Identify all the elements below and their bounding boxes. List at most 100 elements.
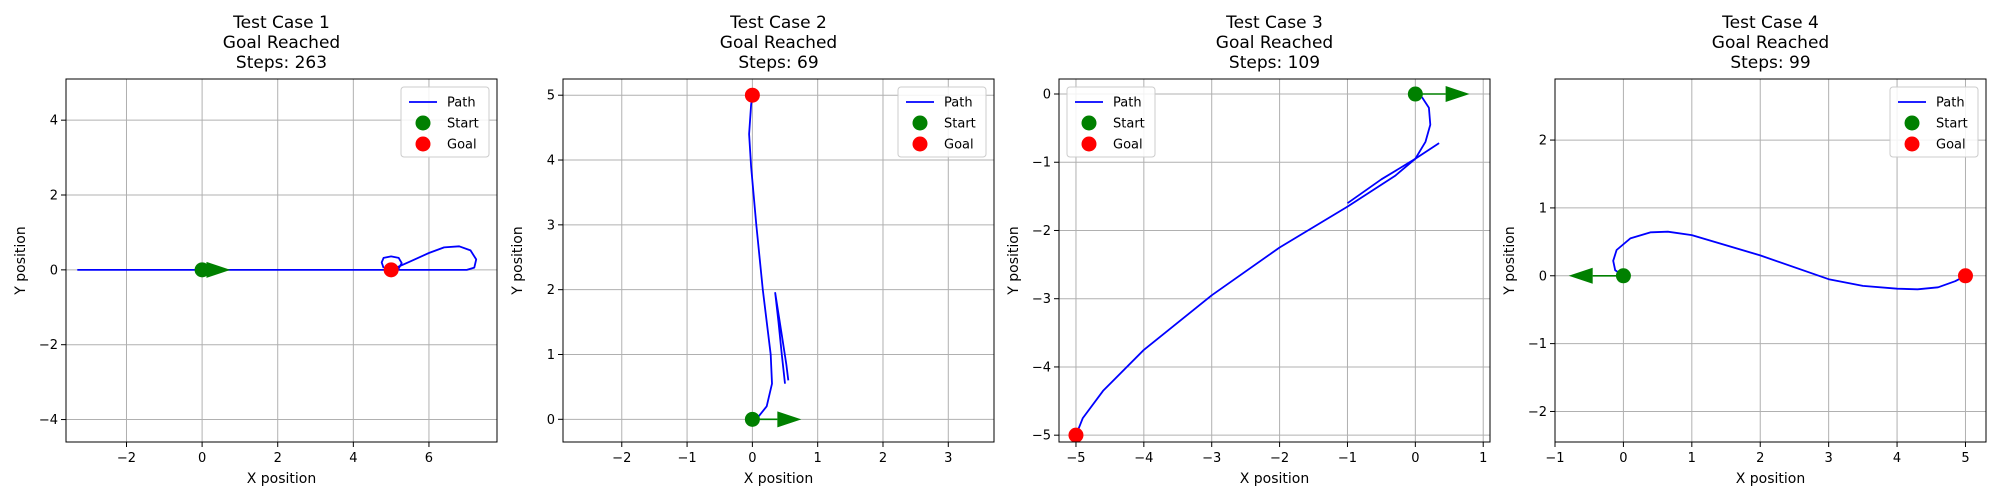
legend-label: Path <box>447 96 476 111</box>
chart-title-line: Goal Reached <box>223 33 340 53</box>
path-line <box>390 245 478 271</box>
x-axis-label: X position <box>744 471 814 487</box>
y-tick-label: 2 <box>50 189 58 204</box>
subplot-4: −1 0 1 2 3 4 5 −2 −1 0 1 2 X position Y position Test … <box>1502 13 1987 487</box>
y-tick-label: 1 <box>1539 201 1547 216</box>
y-tick-label: −4 <box>39 413 58 428</box>
y-tick-label: 0 <box>547 413 555 428</box>
y-tick-label: 2 <box>1539 134 1547 149</box>
legend-goal-swatch <box>1081 136 1097 152</box>
legend-label: Path <box>944 96 973 111</box>
legend-start-swatch <box>415 115 431 131</box>
legend: Path Start Goal <box>1066 86 1156 158</box>
x-tick-label: 1 <box>814 451 822 466</box>
chart-title-line: Steps: 109 <box>1229 53 1320 73</box>
y-tick-label: 4 <box>50 114 58 129</box>
goal-marker <box>744 87 760 103</box>
start-marker <box>744 411 760 427</box>
x-tick-label: −2 <box>117 451 136 466</box>
axes-frame <box>1058 78 1491 443</box>
x-tick-label: 0 <box>198 451 206 466</box>
x-tick-label: −2 <box>1270 451 1289 466</box>
chart-title-line: Test Case 2 <box>729 13 827 33</box>
start-marker <box>1615 268 1631 284</box>
chart-title-line: Goal Reached <box>1216 33 1333 53</box>
chart-title-line: Test Case 1 <box>232 13 330 33</box>
goal-marker <box>383 262 399 278</box>
legend-start-swatch <box>1081 115 1097 131</box>
legend: Path Start Goal <box>897 86 987 158</box>
y-axis-label: Y position <box>13 226 29 295</box>
plot-area <box>1568 230 1973 291</box>
legend-label: Start <box>447 117 479 132</box>
legend-label: Start <box>1936 117 1968 132</box>
chart-title-line: Steps: 263 <box>236 53 327 73</box>
chart-title-line: Test Case 4 <box>1721 13 1819 33</box>
path-line <box>774 292 790 384</box>
legend: Path Start Goal <box>400 86 490 158</box>
x-tick-label: −1 <box>1545 451 1564 466</box>
heading-arrow-head <box>206 261 231 278</box>
legend-start-swatch <box>1904 115 1920 131</box>
plot-area <box>77 245 478 278</box>
legend-goal-swatch <box>912 136 928 152</box>
x-axis-label: X position <box>247 471 317 487</box>
x-tick-label: 0 <box>1619 451 1627 466</box>
chart-title-line: Steps: 69 <box>738 53 818 73</box>
y-tick-label: 4 <box>547 154 555 169</box>
x-tick-label: −5 <box>1066 451 1085 466</box>
x-tick-label: 2 <box>1756 451 1764 466</box>
y-axis-label: Y position <box>1502 226 1518 295</box>
subplot-2: −2 −1 0 1 2 3 0 1 2 3 4 5 X position Y position Test C… <box>510 13 995 487</box>
y-tick-label: 1 <box>547 348 555 363</box>
legend-label: Start <box>1113 117 1145 132</box>
x-axis-label: X position <box>1240 471 1310 487</box>
start-marker <box>1407 86 1423 102</box>
plot-area <box>1068 86 1470 442</box>
chart-title-line: Goal Reached <box>1712 33 1829 53</box>
heading-arrow-head <box>1445 86 1470 103</box>
y-tick-label: −5 <box>1032 429 1051 444</box>
path-line <box>1612 230 1966 291</box>
y-tick-label: −2 <box>39 338 58 353</box>
x-tick-label: 1 <box>1479 451 1487 466</box>
x-tick-label: −1 <box>1338 451 1357 466</box>
subplot-1: −2 0 2 4 6 −4 −2 0 2 4 X position Y position Test Ca… <box>13 13 498 487</box>
path-line <box>1075 93 1432 436</box>
y-tick-label: 3 <box>547 218 555 233</box>
legend-goal-swatch <box>415 136 431 152</box>
path-line <box>1346 142 1440 204</box>
legend-label: Path <box>1113 96 1142 111</box>
x-tick-label: 1 <box>1688 451 1696 466</box>
legend-label: Start <box>944 117 976 132</box>
legend-goal-swatch <box>1904 136 1920 152</box>
y-tick-label: 0 <box>1539 269 1547 284</box>
x-tick-label: 2 <box>879 451 887 466</box>
chart-title-line: Test Case 3 <box>1225 13 1323 33</box>
y-tick-label: −1 <box>1032 156 1051 171</box>
legend: Path Start Goal <box>1889 86 1979 158</box>
legend-label: Goal <box>1936 138 1966 153</box>
y-tick-label: 2 <box>547 283 555 298</box>
path-line <box>748 95 773 421</box>
x-tick-label: 3 <box>1825 451 1833 466</box>
axes-frame <box>1554 78 1987 443</box>
x-tick-label: 0 <box>1411 451 1419 466</box>
legend-label: Goal <box>1113 138 1143 153</box>
x-tick-label: −3 <box>1202 451 1221 466</box>
x-tick-label: 4 <box>349 451 357 466</box>
subplot-3: −5 −4 −3 −2 −1 0 1 −5 −4 −3 −2 −1 0 X position Y posit… <box>1006 13 1491 487</box>
x-tick-label: 0 <box>748 451 756 466</box>
y-tick-label: −1 <box>1528 337 1547 352</box>
y-axis-label: Y position <box>1006 226 1022 295</box>
heading-arrow-head <box>1568 267 1593 284</box>
plot-area <box>744 87 802 428</box>
y-tick-label: −3 <box>1032 292 1051 307</box>
y-axis-label: Y position <box>510 226 526 295</box>
x-tick-label: −1 <box>677 451 696 466</box>
x-tick-label: −2 <box>612 451 631 466</box>
legend-label: Goal <box>447 138 477 153</box>
goal-marker <box>1957 268 1973 284</box>
chart-title-line: Goal Reached <box>720 33 837 53</box>
x-tick-label: 3 <box>944 451 952 466</box>
